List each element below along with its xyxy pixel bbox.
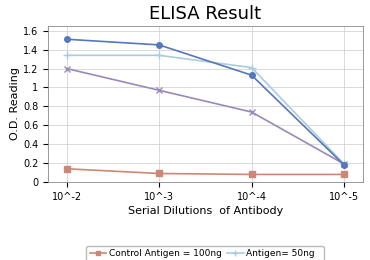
Line: Control Antigen = 100ng: Control Antigen = 100ng: [64, 166, 347, 177]
Title: ELISA Result: ELISA Result: [149, 5, 262, 23]
Antigen= 10ng: [157, 89, 161, 92]
Control Antigen = 100ng: [64, 167, 69, 170]
Antigen= 50ng: [157, 54, 161, 57]
Antigen= 10ng: [342, 162, 346, 166]
Control Antigen = 100ng: [249, 173, 254, 176]
Line: Antigen= 10ng: Antigen= 10ng: [63, 65, 347, 167]
Antigen= 10ng: [64, 67, 69, 70]
Control Antigen = 100ng: [157, 172, 161, 175]
Antigen= 100ng: [157, 43, 161, 47]
Y-axis label: O.D. Reading: O.D. Reading: [10, 68, 20, 140]
X-axis label: Serial Dilutions  of Antibody: Serial Dilutions of Antibody: [128, 206, 283, 216]
Antigen= 50ng: [64, 54, 69, 57]
Line: Antigen= 100ng: Antigen= 100ng: [64, 36, 347, 168]
Line: Antigen= 50ng: Antigen= 50ng: [63, 51, 348, 168]
Control Antigen = 100ng: [342, 173, 346, 176]
Antigen= 100ng: [249, 74, 254, 77]
Antigen= 50ng: [342, 162, 346, 166]
Legend: Control Antigen = 100ng, Antigen= 10ng, Antigen= 50ng, Antigen= 100ng: Control Antigen = 100ng, Antigen= 10ng, …: [87, 246, 324, 260]
Antigen= 100ng: [64, 38, 69, 41]
Antigen= 10ng: [249, 110, 254, 114]
Antigen= 50ng: [249, 66, 254, 69]
Antigen= 100ng: [342, 164, 346, 167]
